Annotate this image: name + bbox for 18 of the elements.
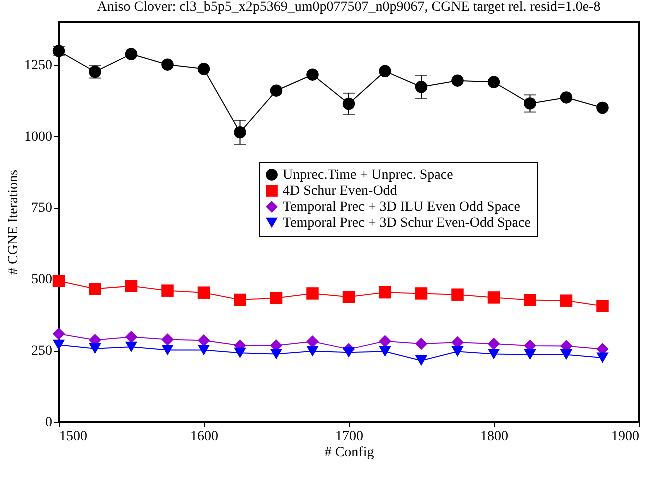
x-tick-label: 1700 (336, 430, 364, 444)
x-tick-label: 1600 (190, 430, 218, 444)
y-tick-label: 1250 (24, 58, 52, 74)
legend-label: 4D Schur Even-Odd (283, 184, 398, 199)
chart-title: Aniso Clover: cl3_b5p5_x2p5369_um0p077507_n0p9067, CGNE target rel. resid=1.0e-8 (97, 0, 601, 15)
legend-label: Unprec.Time + Unprec. Space (283, 168, 454, 183)
y-tick-label: 750 (32, 201, 52, 216)
x-tick-label: 1900 (612, 430, 640, 444)
x-axis-title: # Config (324, 446, 374, 460)
legend-label: Temporal Prec + 3D ILU Even Odd Space (283, 200, 520, 215)
y-tick-label: 500 (32, 272, 52, 288)
legend-label: Temporal Prec + 3D Schur Even-Odd Space (283, 216, 531, 231)
x-tick-label: 1500 (60, 430, 88, 444)
x-tick-label: 1800 (480, 430, 508, 444)
y-tick-label: 250 (32, 344, 52, 360)
y-tick-label: 0 (46, 416, 52, 430)
y-tick-label: 1000 (24, 130, 52, 145)
y-axis-title: # CGNE Iterations (6, 170, 22, 275)
